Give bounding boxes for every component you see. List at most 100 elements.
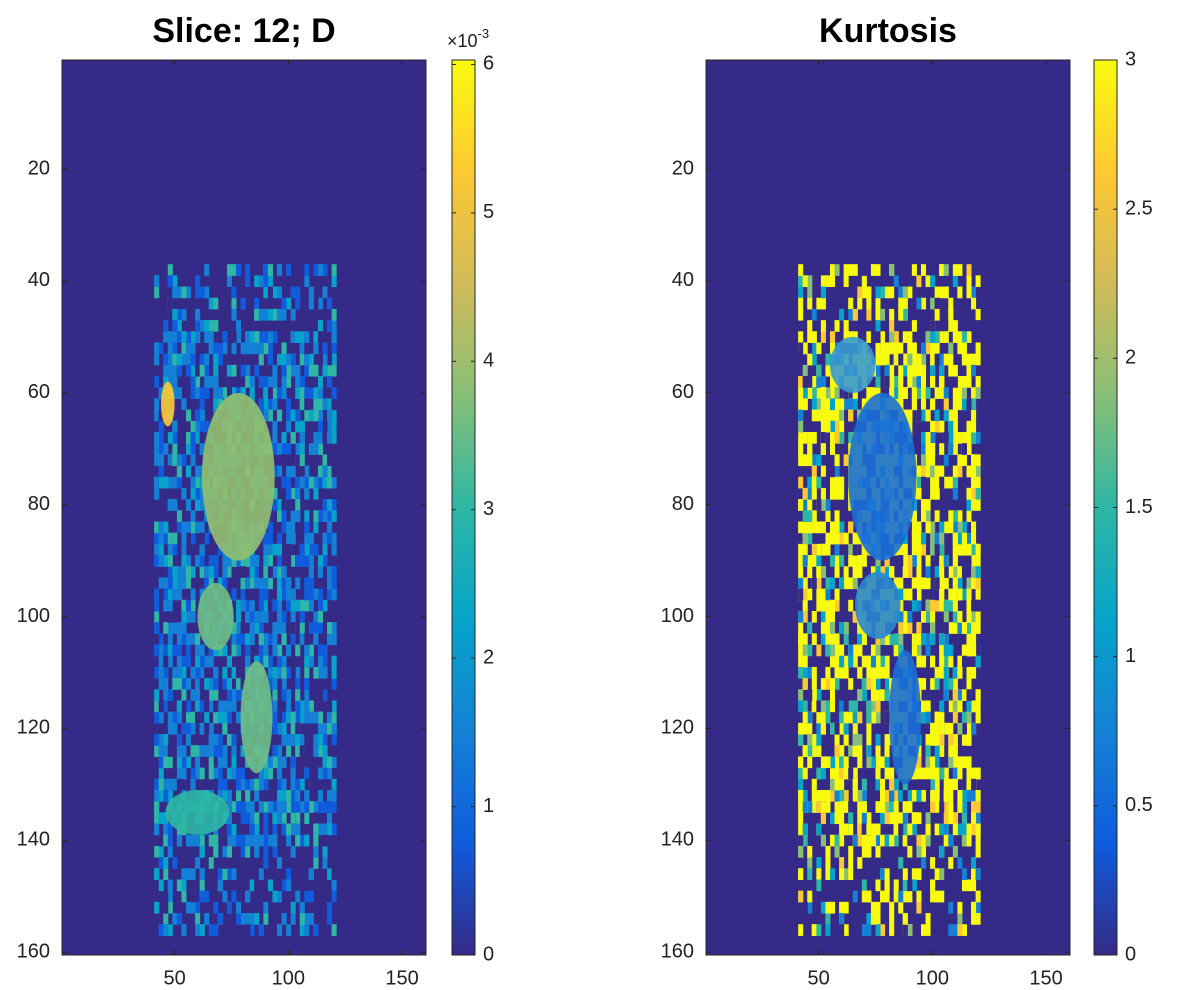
image-pixel (935, 421, 940, 433)
image-pixel (948, 600, 953, 612)
image-pixel (839, 712, 844, 724)
image-pixel (291, 466, 296, 478)
image-pixel (953, 555, 958, 567)
image-pixel (953, 756, 958, 768)
image-pixel (798, 499, 803, 511)
image-pixel (976, 432, 981, 444)
image-pixel (295, 387, 300, 399)
image-pixel (200, 421, 205, 433)
image-pixel (807, 589, 812, 601)
image-pixel (291, 488, 296, 500)
image-pixel (231, 589, 236, 601)
image-pixel (853, 656, 858, 668)
image-pixel (871, 700, 876, 712)
image-pixel (259, 812, 264, 824)
image-pixel (300, 611, 305, 623)
image-pixel (245, 577, 250, 589)
image-pixel (821, 790, 826, 802)
image-pixel (177, 835, 182, 847)
image-pixel (935, 354, 940, 366)
image-pixel (227, 689, 232, 701)
image-pixel (322, 387, 327, 399)
image-pixel (953, 667, 958, 679)
image-pixel (309, 768, 314, 780)
image-pixel (250, 566, 255, 578)
image-pixel (875, 342, 880, 354)
image-pixel (309, 712, 314, 724)
image-pixel (332, 700, 337, 712)
image-pixel (835, 779, 840, 791)
image-pixel (871, 656, 876, 668)
image-pixel (953, 689, 958, 701)
image-pixel (848, 656, 853, 668)
image-pixel (231, 566, 236, 578)
image-pixel (163, 533, 168, 545)
image-pixel (971, 812, 976, 824)
image-pixel (844, 712, 849, 724)
image-pixel (930, 533, 935, 545)
image-pixel (953, 376, 958, 388)
image-pixel (309, 477, 314, 489)
image-pixel (862, 633, 867, 645)
image-pixel (912, 521, 917, 533)
image-pixel (241, 622, 246, 634)
image-pixel (282, 667, 287, 679)
image-pixel (313, 600, 318, 612)
image-pixel (241, 801, 246, 813)
image-pixel (268, 287, 273, 299)
image-pixel (807, 499, 812, 511)
image-pixel (168, 342, 173, 354)
image-pixel (957, 790, 962, 802)
image-pixel (200, 656, 205, 668)
image-pixel (812, 454, 817, 466)
image-pixel (903, 544, 908, 556)
image-pixel (282, 633, 287, 645)
image-pixel (944, 331, 949, 343)
image-pixel (798, 779, 803, 791)
image-pixel (195, 331, 200, 343)
image-pixel (304, 342, 309, 354)
image-pixel (839, 521, 844, 533)
image-pixel (195, 421, 200, 433)
image-pixel (966, 734, 971, 746)
image-pixel (186, 734, 191, 746)
image-pixel (300, 477, 305, 489)
image-pixel (971, 622, 976, 634)
image-pixel (971, 421, 976, 433)
image-pixel (300, 454, 305, 466)
image-pixel (277, 857, 282, 869)
image-pixel (186, 566, 191, 578)
image-pixel (957, 913, 962, 925)
image-pixel (962, 656, 967, 668)
image-pixel (195, 309, 200, 321)
image-pixel (853, 645, 858, 657)
image-pixel (971, 913, 976, 925)
image-pixel (966, 466, 971, 478)
image-pixel (300, 387, 305, 399)
image-pixel (195, 488, 200, 500)
image-pixel (935, 287, 940, 299)
image-pixel (245, 611, 250, 623)
image-pixel (181, 410, 186, 422)
image-pixel (853, 835, 858, 847)
image-pixel (304, 768, 309, 780)
image-pixel (191, 600, 196, 612)
image-pixel (880, 287, 885, 299)
image-pixel (295, 891, 300, 903)
image-pixel (222, 555, 227, 567)
image-pixel (948, 678, 953, 690)
image-pixel (277, 768, 282, 780)
image-pixel (894, 645, 899, 657)
image-pixel (322, 689, 327, 701)
image-pixel (186, 645, 191, 657)
image-pixel (862, 824, 867, 836)
image-pixel (971, 611, 976, 623)
image-pixel (222, 857, 227, 869)
image-pixel (236, 835, 241, 847)
y-tick-label: 40 (672, 269, 694, 291)
image-pixel (300, 734, 305, 746)
image-pixel (282, 656, 287, 668)
image-pixel (263, 264, 268, 276)
image-pixel (309, 891, 314, 903)
image-pixel (159, 421, 164, 433)
